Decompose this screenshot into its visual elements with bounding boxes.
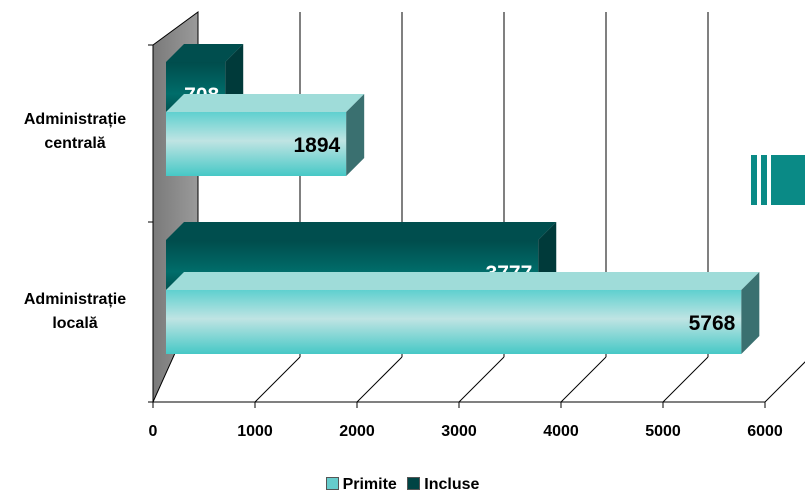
- category-label-line: Administrație: [23, 111, 127, 128]
- legend-label-incluse: Incluse: [424, 476, 480, 493]
- bars-layer: 708189437775768: [166, 44, 760, 354]
- bar-primite-0-face: [166, 112, 347, 176]
- x-tick-label: 0: [149, 423, 158, 440]
- gridline-floor: [356, 356, 403, 403]
- legend-item-incluse: Incluse: [407, 476, 479, 494]
- bar-primite-1-side: [741, 272, 760, 354]
- bar-incluse-1-top: [166, 222, 557, 240]
- gridline-floor: [764, 361, 805, 403]
- bar-incluse-0-top: [166, 44, 244, 62]
- bar-primite-1-face: [166, 290, 742, 354]
- x-tick-label: 2000: [339, 423, 375, 440]
- legend-swatch-incluse: [407, 477, 421, 490]
- legend-swatch-primite: [325, 477, 339, 490]
- x-tick-label: 4000: [543, 423, 579, 440]
- x-tick-label: 6000: [747, 423, 783, 440]
- x-tick-label: 3000: [441, 423, 477, 440]
- bar-primite-0-top: [166, 94, 365, 112]
- category-label: Administrație locală: [0, 288, 150, 336]
- gridline-floor: [458, 356, 505, 403]
- decorative-bars-icon: [751, 155, 805, 205]
- category-label-line: Administrație: [23, 291, 127, 308]
- bar-primite-1-value-label: 5768: [689, 312, 736, 335]
- x-tick-label: 1000: [237, 423, 273, 440]
- x-tick-label: 5000: [645, 423, 681, 440]
- legend-label-primite: Primite: [342, 476, 397, 493]
- category-label-line: centrală: [44, 135, 106, 152]
- gridline-floor: [254, 356, 301, 403]
- gridline-floor: [560, 356, 607, 403]
- legend: Primite Incluse: [0, 476, 805, 494]
- category-label-line: locală: [52, 315, 98, 332]
- tick-labels: 0 1000 2000 3000 4000 5000 6000: [149, 423, 783, 440]
- bar-primite-0-value-label: 1894: [293, 134, 340, 157]
- gridline-floor: [662, 356, 709, 403]
- bar-primite-0-side: [346, 94, 365, 176]
- category-label: Administrație centrală: [0, 108, 150, 156]
- bar-primite-1-top: [166, 272, 760, 290]
- legend-item-primite: Primite: [325, 476, 397, 494]
